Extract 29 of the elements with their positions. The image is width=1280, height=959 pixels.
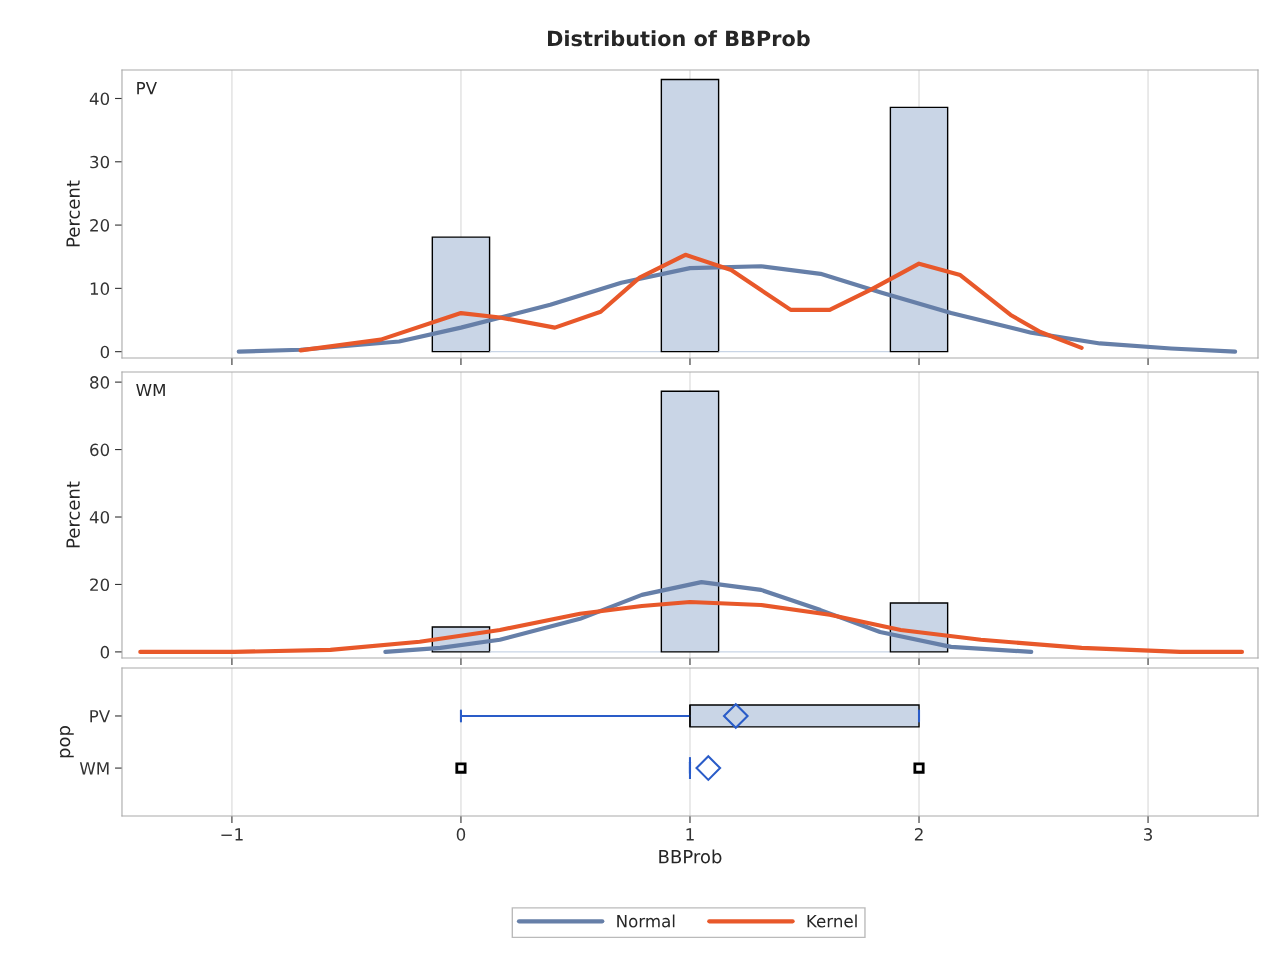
y-axis-title: Percent — [66, 481, 80, 548]
y-tick-label: 20 — [90, 219, 110, 232]
y-tick-label: 0 — [100, 345, 110, 359]
x-tick-label: 1 — [686, 828, 694, 841]
line-series — [383, 580, 1034, 654]
x-tick-label: 2 — [914, 828, 923, 841]
y-tick-label: 20 — [90, 578, 110, 592]
annotation: PV — [137, 82, 157, 95]
x-tick-label: 0 — [456, 828, 466, 841]
line-series — [298, 252, 1084, 353]
y-axis-title: Percent — [66, 180, 80, 247]
x-axis-title: BBProb — [659, 849, 722, 864]
y-tick-label: 40 — [89, 510, 110, 524]
y-tick-label: PV — [90, 710, 111, 723]
annotation: WM — [136, 383, 165, 397]
y-axis-title: pop — [59, 726, 74, 758]
y-tick-label: 0 — [100, 645, 110, 659]
x-tick-label: 3 — [1144, 828, 1153, 841]
y-tick-label: 30 — [90, 155, 110, 169]
legend-label: Kernel — [807, 914, 857, 928]
y-tick-label: 60 — [90, 443, 110, 457]
y-tick-label: 40 — [89, 92, 110, 106]
chart-title: Distribution of BBProb — [548, 30, 810, 47]
line-series — [138, 599, 1245, 654]
y-tick-label: 80 — [90, 376, 110, 389]
y-tick-label: WM — [79, 762, 109, 775]
y-tick-label: 10 — [90, 282, 110, 295]
legend-label: Normal — [617, 914, 675, 928]
x-tick-label: −1 — [221, 828, 243, 841]
